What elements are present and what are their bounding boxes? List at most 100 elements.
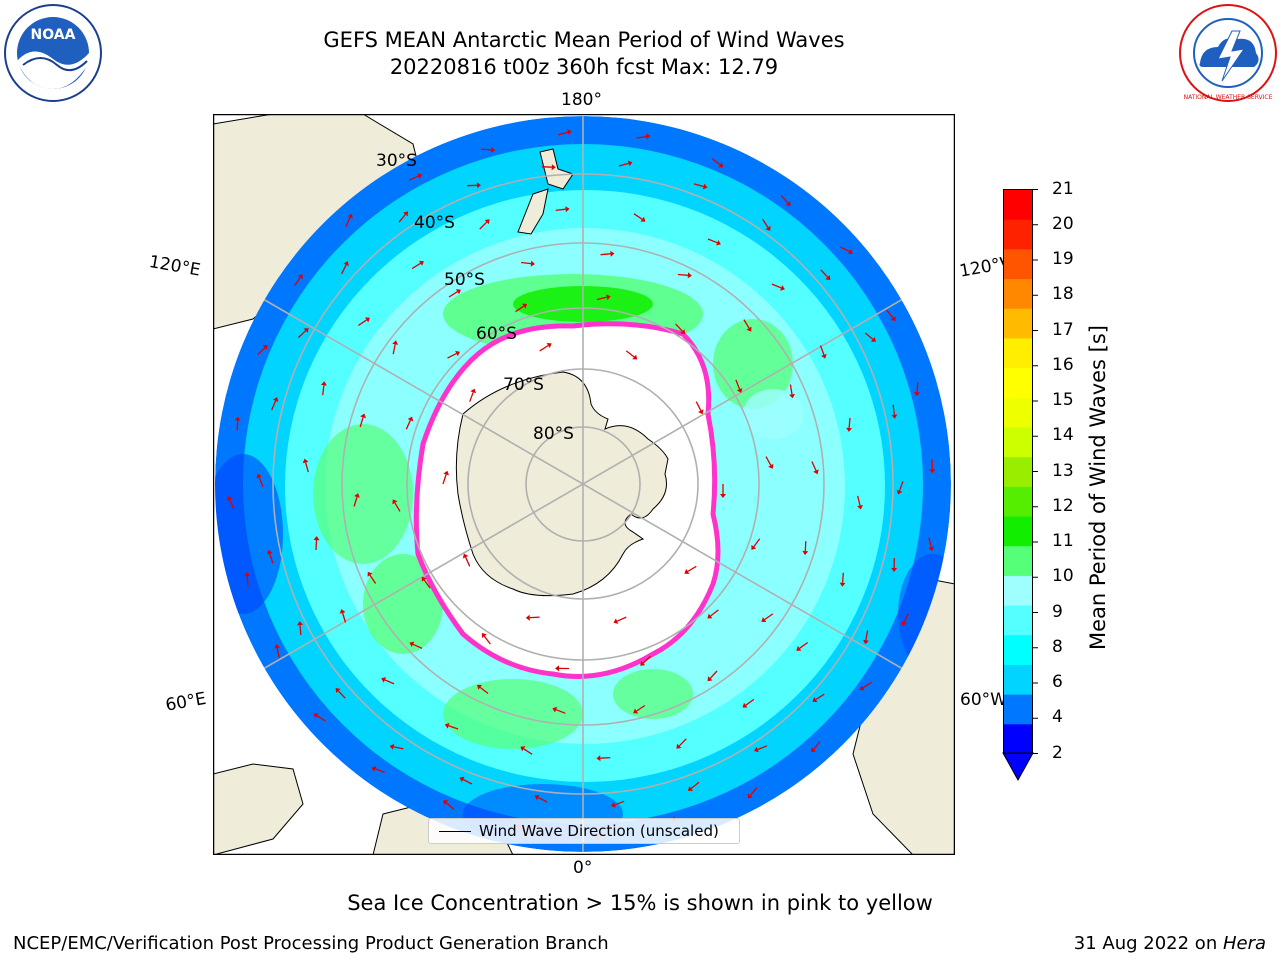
graticule (215, 116, 951, 852)
wind-wave-arrow-head (846, 427, 853, 432)
lat-label-30s: 30°S (376, 151, 417, 171)
wind-wave-arrow-head (802, 550, 809, 556)
colorbar-tick-label: 6 (1052, 672, 1063, 692)
wind-wave-arrow (600, 756, 611, 759)
colorbar-extend-arrow (1002, 752, 1034, 782)
wind-wave-arrow-head (929, 469, 936, 474)
wind-wave-arrow-head (716, 240, 721, 246)
wind-wave-arrow (600, 253, 611, 256)
wind-wave-arrow (625, 350, 635, 358)
wind-wave-arrow-head (525, 614, 530, 621)
lon-label-120e: 120°E (147, 252, 202, 281)
wind-wave-arrow-head (645, 133, 651, 140)
colorbar-block (1003, 723, 1033, 754)
wind-wave-arrow-head (297, 621, 303, 626)
wind-wave-arrow (447, 353, 457, 359)
wind-wave-arrow (804, 541, 807, 552)
wind-wave-arrow (465, 556, 471, 567)
wind-wave-arrow (481, 148, 492, 151)
wind-wave-arrow-head (896, 489, 903, 495)
wind-wave-arrow (555, 208, 566, 212)
colorbar-block (1003, 664, 1033, 695)
wind-wave-arrow-head (627, 160, 633, 167)
wind-wave-arrow-head (640, 660, 646, 666)
wind-wave-arrow-head (266, 549, 273, 555)
wind-wave-arrow (246, 575, 249, 586)
wind-wave-arrow (707, 238, 718, 244)
wind-wave-arrow-head (567, 129, 572, 136)
wind-wave-arrow (469, 392, 474, 402)
colorbar-block (1003, 575, 1033, 606)
wind-wave-arrow-head (470, 388, 476, 394)
colorbar-tick-label: 2 (1052, 742, 1063, 763)
wind-wave-arrow (709, 670, 718, 679)
wind-wave-arrow (341, 264, 347, 275)
wind-wave-arrow-head (613, 618, 619, 624)
wind-wave-arrow (789, 384, 793, 395)
wind-wave-arrow (529, 616, 540, 619)
wind-wave-arrow (820, 269, 829, 278)
wind-wave-arrow (633, 213, 643, 220)
wind-wave-arrow (462, 778, 473, 785)
wind-wave-arrow (229, 499, 235, 510)
wind-wave-arrow-head (484, 219, 490, 225)
wind-wave-arrow (678, 738, 687, 747)
wind-wave-arrow-head (707, 613, 713, 619)
map-legend: Wind Wave Direction (unscaled) (428, 818, 740, 844)
wind-wave-arrow-head (367, 571, 373, 577)
wind-wave-arrow (315, 539, 318, 551)
colorbar-tick-label: 19 (1052, 249, 1074, 269)
wind-wave-arrow-head (455, 350, 460, 357)
wind-wave-arrow-head (606, 294, 611, 301)
wind-wave-arrow (479, 686, 489, 695)
wind-wave-arrow-head (736, 388, 743, 393)
colorbar-block (1003, 278, 1033, 309)
wind-wave-arrow-head (534, 794, 540, 801)
wind-wave-arrow (618, 162, 629, 167)
wind-wave-arrow-head (443, 800, 449, 805)
nws-logo: NATIONAL WEATHER SERVICE (1179, 4, 1277, 102)
wind-wave-arrow-head (551, 164, 556, 171)
wind-wave-arrow-head (747, 793, 753, 799)
wind-wave-arrow-head (765, 225, 771, 231)
wind-wave-arrow-head (825, 275, 831, 281)
wind-wave-arrow-head (360, 413, 366, 419)
wind-wave-arrow-head (813, 469, 819, 475)
lon-label-60w: 60°W (960, 690, 1007, 710)
wind-wave-arrow-head (761, 617, 767, 622)
wind-wave-arrow-head (403, 211, 408, 217)
wind-wave-arrow-head (632, 354, 638, 360)
wind-wave-arrow-head (392, 340, 399, 345)
wind-wave-arrow (357, 319, 367, 327)
colorbar-tick-label: 20 (1052, 213, 1074, 234)
colorbar-tick-label: 16 (1052, 354, 1074, 375)
wind-wave-arrow-head (848, 248, 853, 255)
wind-wave-arrow (771, 283, 782, 289)
wind-wave-arrow (316, 715, 326, 722)
wind-wave-arrow (412, 643, 423, 649)
wind-wave-arrow (815, 693, 825, 701)
title-line-1: GEFS MEAN Antarctic Mean Period of Wind … (323, 28, 845, 52)
wind-wave-arrow (271, 400, 277, 411)
colorbar-tick-label: 12 (1052, 495, 1074, 516)
wind-wave-arrow-head (684, 568, 690, 574)
wind-wave-arrow (892, 404, 896, 415)
wind-wave-arrow-head (789, 393, 795, 399)
wind-wave-arrow (865, 630, 869, 641)
wind-wave-arrow-head (409, 641, 415, 647)
colorbar-block (1003, 605, 1033, 636)
wind-wave-arrow (616, 616, 627, 622)
wind-wave-arrow-head (859, 685, 865, 691)
wind-wave-arrow-head (520, 746, 526, 752)
wind-wave-arrow (813, 741, 821, 750)
wind-wave-arrow-head (490, 146, 496, 153)
wind-wave-arrow-head (687, 272, 692, 279)
sea-ice-note: Sea Ice Concentration > 15% is shown in … (347, 891, 933, 915)
wind-wave-arrow (762, 218, 769, 228)
lon-label-0: 0° (573, 858, 593, 878)
wind-wave-arrow (392, 344, 396, 355)
wind-wave-arrow (398, 214, 406, 223)
colorbar-block (1003, 189, 1033, 220)
wind-wave-arrow (745, 698, 755, 706)
wind-wave-arrow-head (339, 609, 346, 614)
